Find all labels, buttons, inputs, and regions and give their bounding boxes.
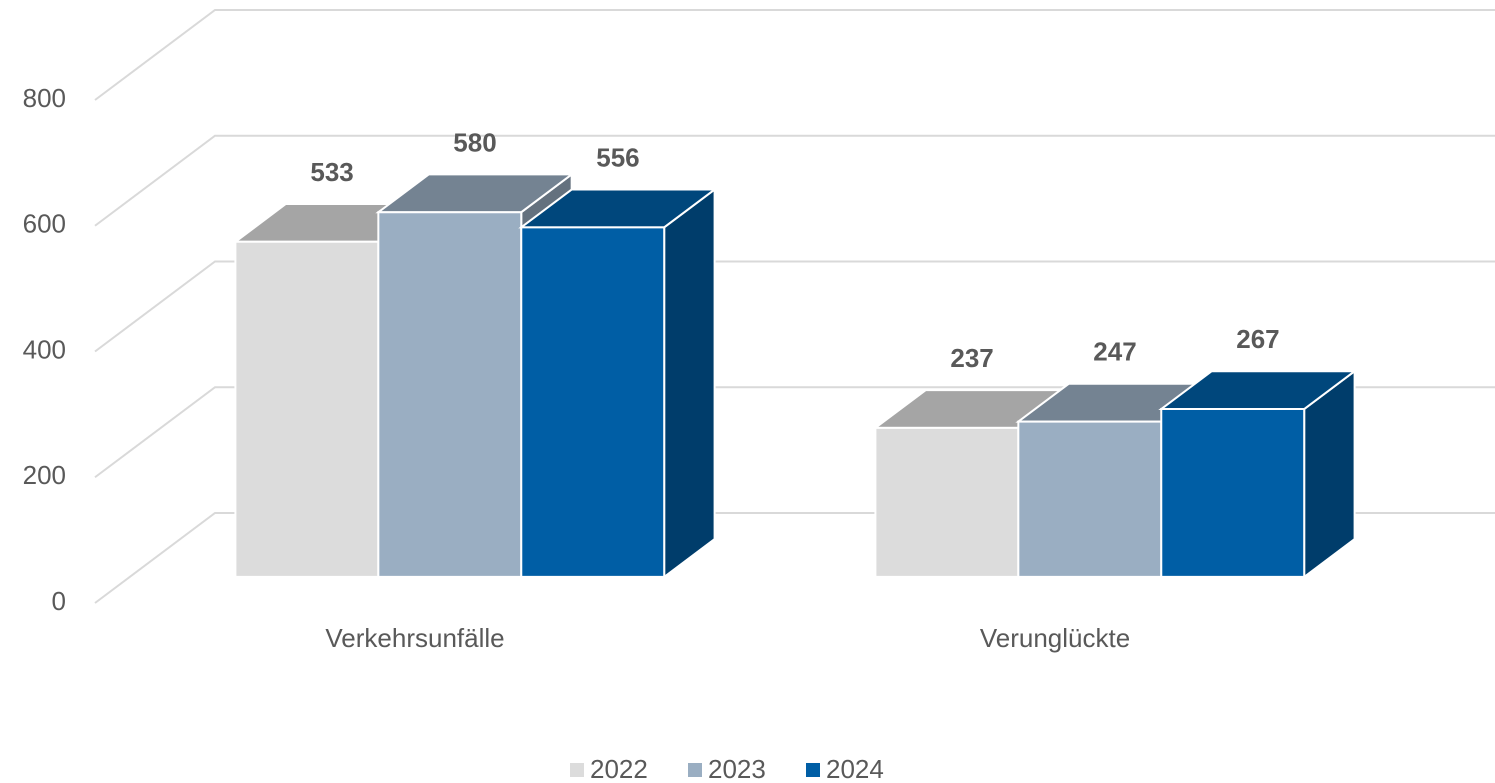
y-tick-label: 800 xyxy=(23,83,66,113)
bar xyxy=(518,187,718,579)
x-tick-label: Verunglückte xyxy=(980,623,1130,653)
value-label: 580 xyxy=(453,127,496,157)
legend-swatch xyxy=(806,763,820,777)
bar-front xyxy=(234,240,380,578)
value-label: 237 xyxy=(950,343,993,373)
legend-label: 2022 xyxy=(590,754,648,783)
legend-label: 2024 xyxy=(826,754,884,783)
bar-front xyxy=(520,226,666,578)
bar-front xyxy=(874,426,1020,578)
value-label: 267 xyxy=(1236,324,1279,354)
y-tick-label: 200 xyxy=(23,460,66,490)
bar-front xyxy=(1017,420,1163,578)
legend-label: 2023 xyxy=(708,754,766,783)
bar xyxy=(1158,369,1358,579)
value-label: 556 xyxy=(596,142,639,172)
grid-line xyxy=(94,260,1495,353)
bar-side xyxy=(663,187,716,579)
value-label: 247 xyxy=(1093,337,1136,367)
legend-swatch xyxy=(688,763,702,777)
grid-line xyxy=(94,134,1495,227)
y-tick-label: 0 xyxy=(52,586,66,616)
bar-front xyxy=(377,211,523,578)
y-tick-label: 400 xyxy=(23,334,66,364)
x-tick-label: Verkehrsunfälle xyxy=(325,623,504,653)
bar-front xyxy=(1160,408,1306,578)
y-tick-label: 600 xyxy=(23,209,66,239)
value-label: 533 xyxy=(310,157,353,187)
legend-swatch xyxy=(570,763,584,777)
grid-line xyxy=(94,9,1495,101)
